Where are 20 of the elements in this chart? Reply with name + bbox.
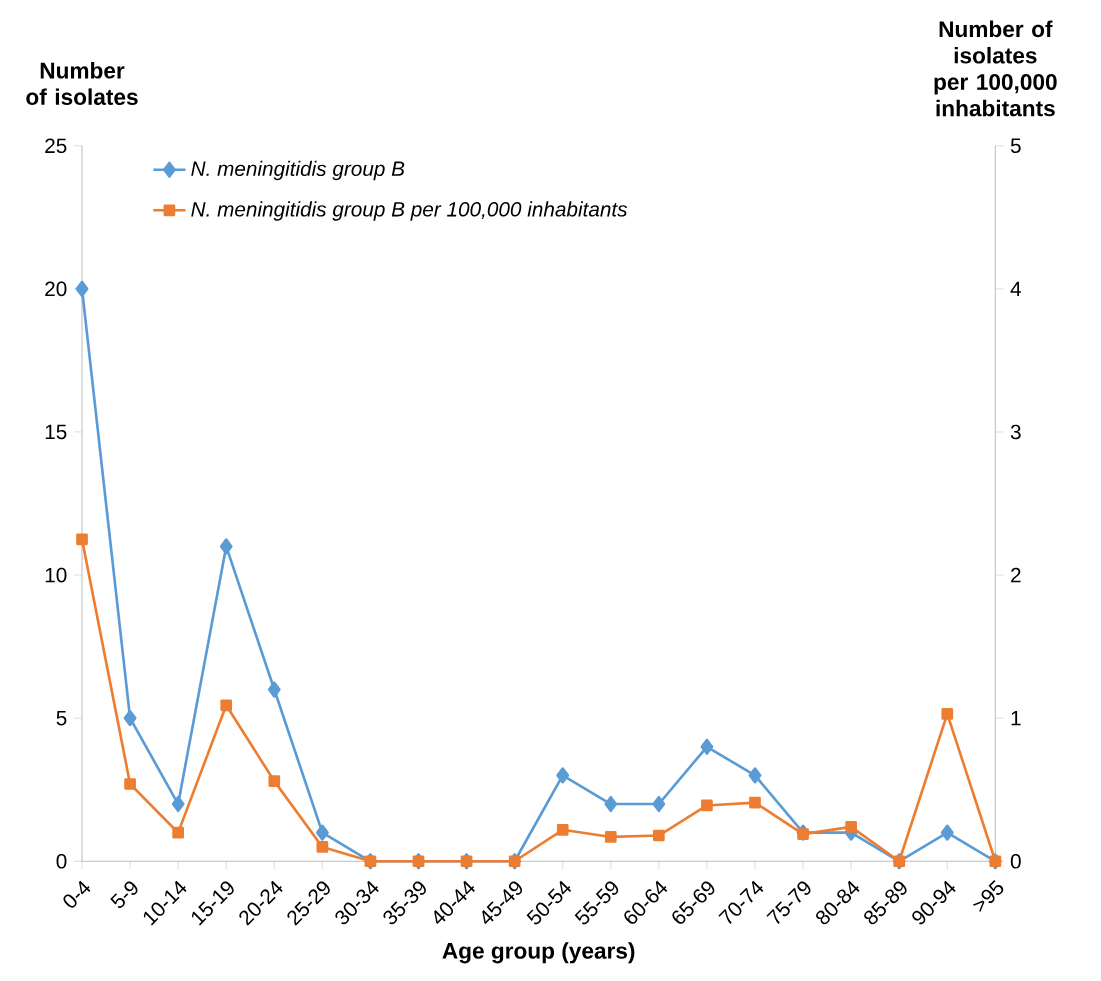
y-axis-title: Number of isolates (26, 61, 138, 105)
x-axis-title: Age group (years) (442, 941, 635, 964)
x-tick-label: 0-4 (63, 880, 91, 908)
y2-tick-label: 0 (1010, 853, 1021, 869)
y-tick-label: 10 (45, 567, 67, 583)
y-tick-label: 25 (45, 138, 67, 153)
x-tick-label: 5-9 (110, 881, 138, 908)
y2-tick-label: 2 (1011, 567, 1021, 583)
y2-axis-title: Number of isolates per 100,000 inhabitants (934, 20, 1057, 117)
y-tick-label: 20 (45, 281, 67, 296)
x-tick-label: >95 (972, 879, 1004, 912)
y2-tick-label: 5 (1010, 138, 1021, 153)
legend-label: N. meningitidis group B per 100,000 inhabitants (191, 201, 628, 221)
y-tick-label: 5 (56, 710, 67, 726)
y-tick-label: 0 (56, 853, 67, 869)
y2-tick-label: 4 (1010, 281, 1021, 296)
y-tick-label: 15 (45, 424, 67, 439)
legend-label: N. meningitidis group B (191, 160, 405, 180)
y2-tick-label: 1 (1011, 710, 1021, 726)
y2-tick-label: 3 (1010, 424, 1021, 440)
